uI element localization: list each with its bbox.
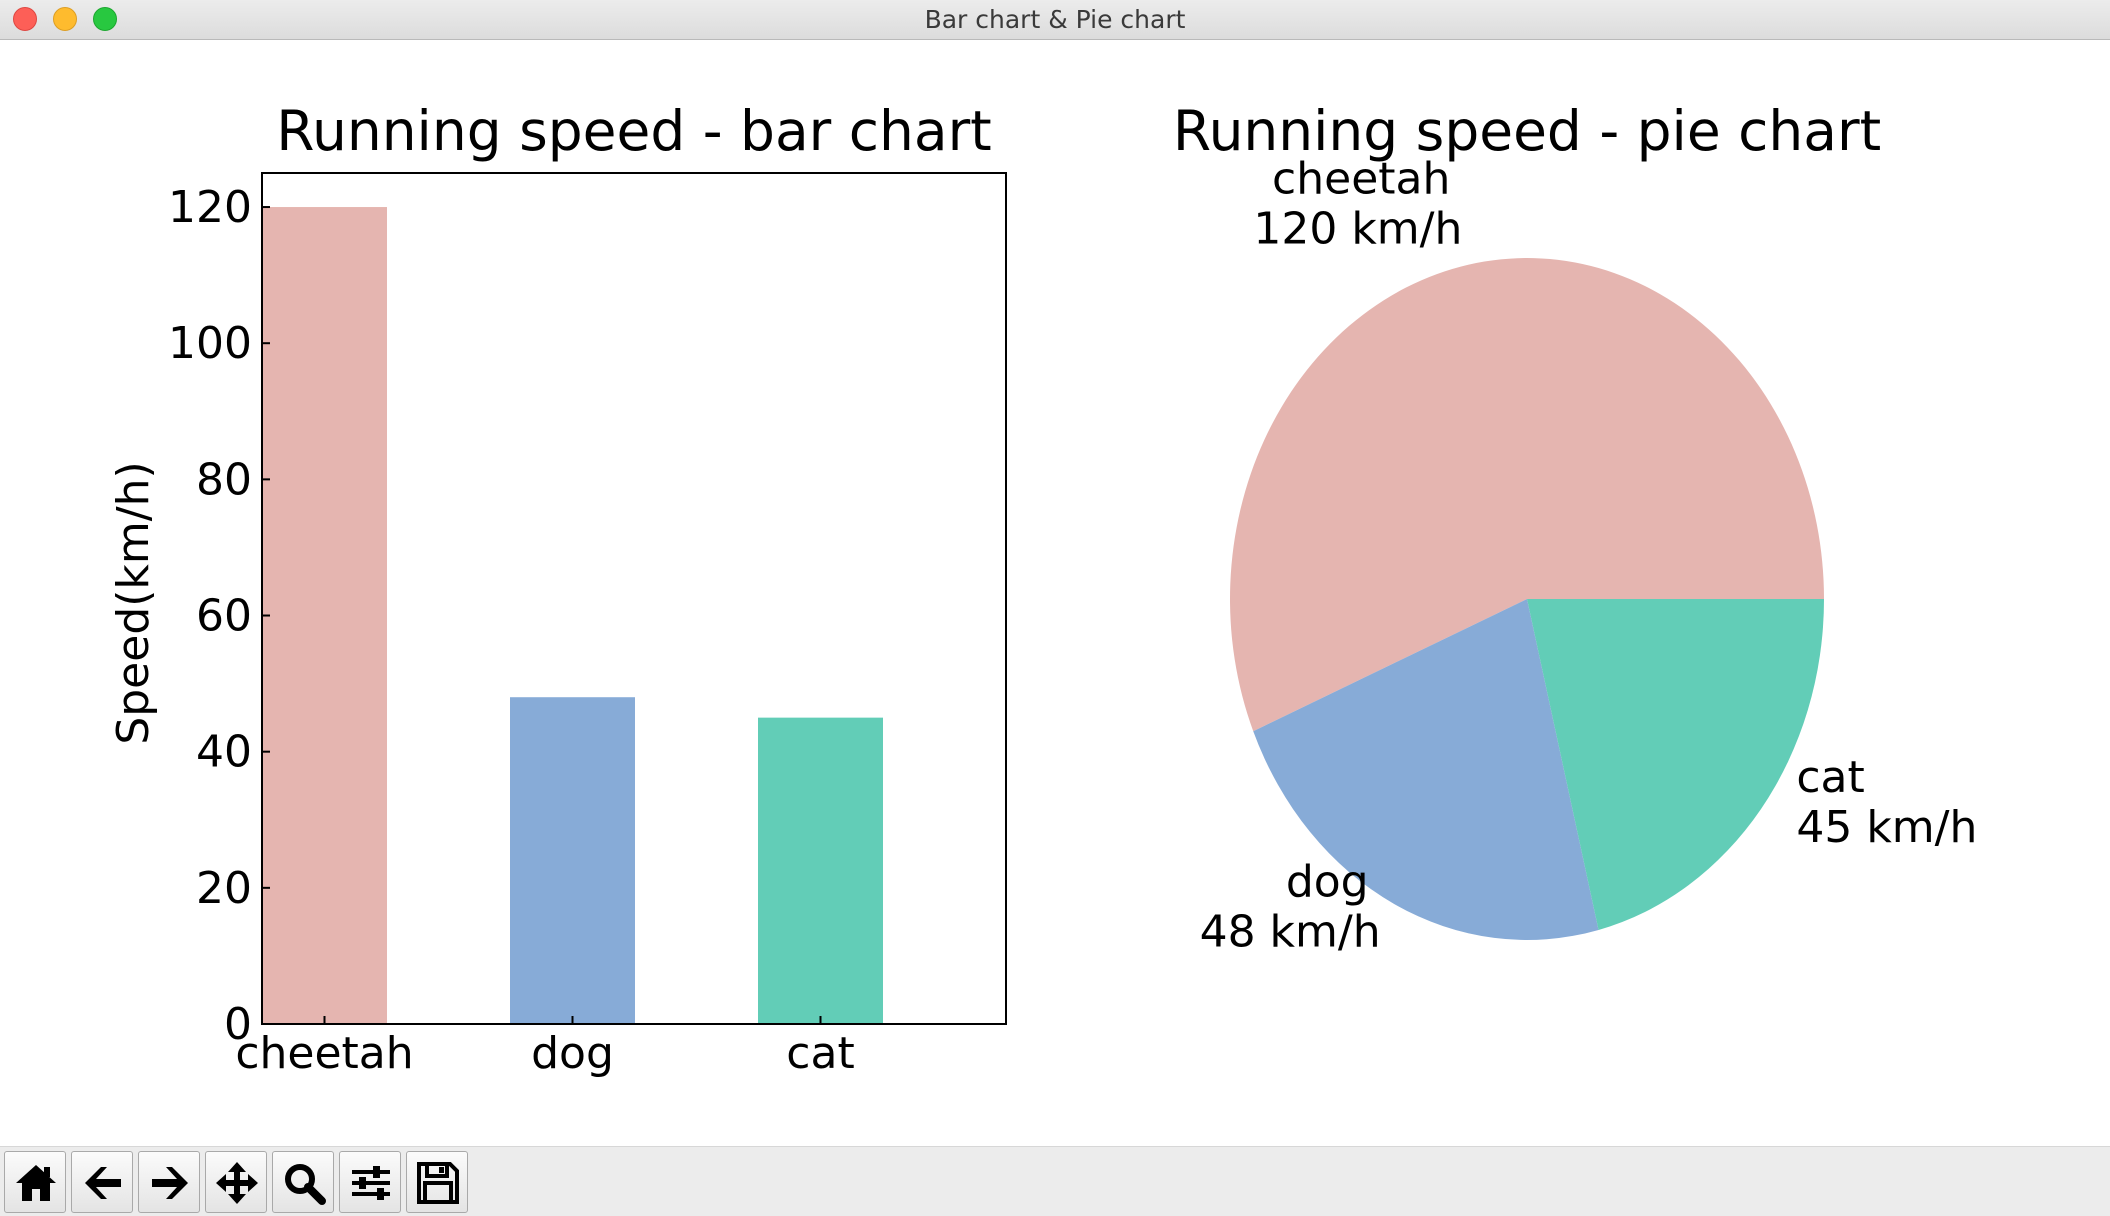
save-button[interactable] xyxy=(406,1151,468,1213)
home-icon xyxy=(16,1165,56,1201)
home-button[interactable] xyxy=(4,1151,66,1213)
x-tick-label: dog xyxy=(531,1028,614,1079)
sliders-icon xyxy=(352,1166,390,1200)
window-title: Bar chart & Pie chart xyxy=(924,5,1186,34)
pie-chart-title: Running speed - pie chart xyxy=(1173,99,1881,163)
pie-label: dog xyxy=(1286,856,1369,907)
floppy-disk-icon xyxy=(417,1162,459,1204)
pie-value-label: 120 km/h xyxy=(1253,203,1462,254)
zoom-window-button[interactable] xyxy=(93,7,117,31)
y-tick-label: 100 xyxy=(168,318,252,369)
charts-svg: cheetah dog cat 0 20 40 60 80 100 120 Running spee… xyxy=(108,99,1977,1079)
bar-cheetah xyxy=(262,207,387,1025)
y-tick-label: 120 xyxy=(168,182,252,233)
pie-value-label: 48 km/h xyxy=(1200,906,1381,957)
y-tick-label: 80 xyxy=(196,454,252,505)
y-axis-label: Speed(km/h) xyxy=(108,461,159,744)
window-titlebar: Bar chart & Pie chart xyxy=(0,0,2110,40)
zoom-button[interactable] xyxy=(272,1151,334,1213)
move-icon xyxy=(216,1162,258,1204)
pie-label: cheetah xyxy=(1272,153,1450,204)
y-tick-label: 40 xyxy=(196,727,252,778)
back-button[interactable] xyxy=(71,1151,133,1213)
y-tick-label: 60 xyxy=(196,591,252,642)
figure-canvas: cheetah dog cat 0 20 40 60 80 100 120 Running spee… xyxy=(0,40,2110,1145)
pie-slice-dog xyxy=(1253,599,1599,940)
bar-dog xyxy=(510,697,635,1024)
pie-slice-cat xyxy=(1527,599,1824,930)
bar-axes-frame xyxy=(261,172,1007,1025)
configure-subplots-button[interactable] xyxy=(339,1151,401,1213)
bar-chart-title: Running speed - bar chart xyxy=(276,99,992,163)
pan-button[interactable] xyxy=(205,1151,267,1213)
arrow-left-icon xyxy=(85,1167,121,1199)
bar-cat xyxy=(758,717,883,1024)
navigation-toolbar xyxy=(0,1146,2110,1216)
forward-button[interactable] xyxy=(138,1151,200,1213)
magnifier-icon xyxy=(285,1164,326,1205)
x-tick-label: cat xyxy=(786,1028,854,1079)
close-window-button[interactable] xyxy=(13,7,37,31)
arrow-right-icon xyxy=(152,1167,188,1199)
y-tick-label: 0 xyxy=(224,999,252,1050)
pie-slice-cheetah xyxy=(1230,258,1824,732)
minimize-window-button[interactable] xyxy=(53,7,77,31)
y-tick-label: 20 xyxy=(196,863,252,914)
pie-label: cat xyxy=(1796,752,1864,803)
pie-value-label: 45 km/h xyxy=(1796,802,1977,853)
x-tick-label: cheetah xyxy=(235,1028,413,1079)
